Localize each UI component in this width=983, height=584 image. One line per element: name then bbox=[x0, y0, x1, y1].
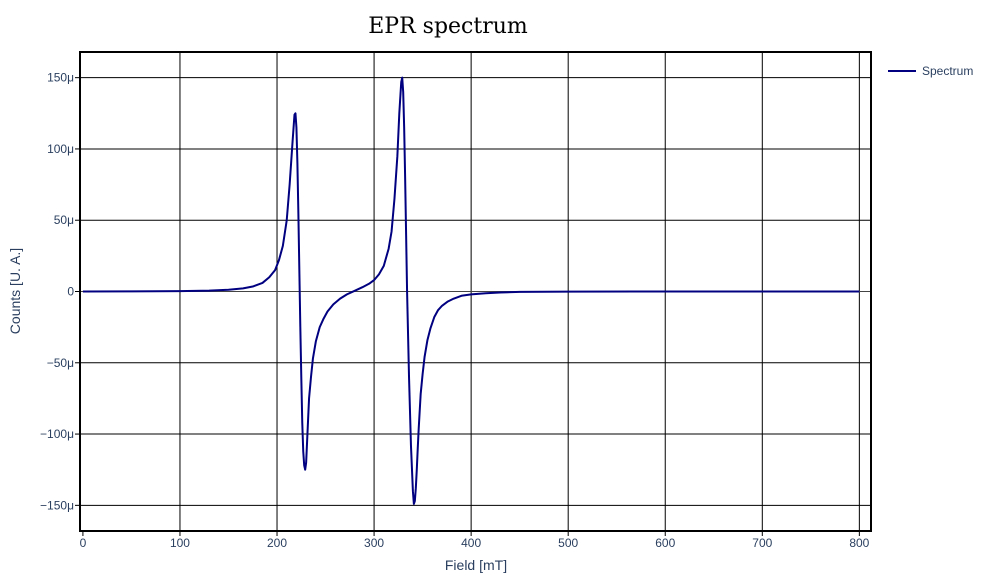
x-axis-title: Field [mT] bbox=[445, 557, 507, 573]
x-tick-label: 700 bbox=[752, 536, 772, 550]
chart-title: EPR spectrum bbox=[368, 14, 528, 39]
y-axis-title: Counts [U. A.] bbox=[7, 248, 23, 334]
series-line-spectrum bbox=[82, 76, 860, 505]
x-tick-label: 100 bbox=[170, 536, 190, 550]
x-tick-label: 800 bbox=[849, 536, 869, 550]
legend-label: Spectrum bbox=[922, 64, 973, 78]
y-tick-label: 100μ bbox=[47, 142, 74, 156]
y-tick-label: −150μ bbox=[40, 498, 74, 512]
x-axis-ticks: 0 100 200 300 400 500 600 700 800 bbox=[80, 531, 870, 550]
y-tick-label: 50μ bbox=[54, 213, 74, 227]
legend[interactable]: Spectrum bbox=[888, 64, 973, 78]
x-tick-label: 300 bbox=[364, 536, 384, 550]
x-tick-label: 600 bbox=[655, 536, 675, 550]
y-tick-label: 150μ bbox=[47, 71, 74, 85]
x-tick-label: 200 bbox=[267, 536, 287, 550]
x-tick-label: 500 bbox=[558, 536, 578, 550]
y-tick-label: 0 bbox=[67, 285, 74, 299]
plot-area bbox=[82, 76, 860, 505]
x-tick-label: 400 bbox=[461, 536, 481, 550]
y-axis-ticks: 150μ 100μ 50μ 0 −50μ −100μ −150μ bbox=[40, 71, 80, 512]
y-tick-label: −100μ bbox=[40, 427, 74, 441]
y-tick-label: −50μ bbox=[47, 356, 74, 370]
x-tick-label: 0 bbox=[80, 536, 87, 550]
